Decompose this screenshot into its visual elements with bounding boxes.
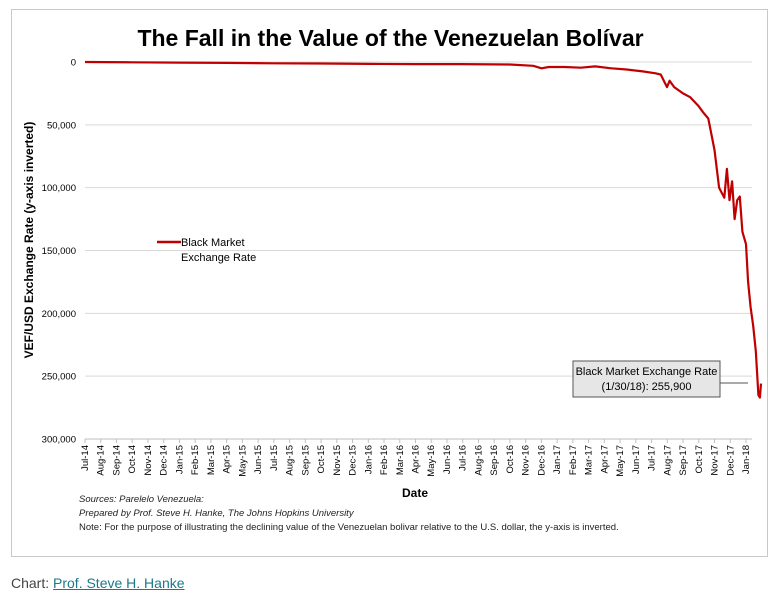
axes: [84, 438, 752, 443]
x-tick-label: Mar-15: [206, 445, 217, 475]
y-tick-label: 50,000: [47, 120, 76, 131]
y-tick-label: 250,000: [42, 372, 76, 383]
y-tick-label: 150,000: [42, 246, 76, 257]
x-tick-label: Jan-16: [363, 445, 374, 474]
x-tick-label: Jan-15: [174, 445, 185, 474]
prepared-by-line: Prepared by Prof. Steve H. Hanke, The Jo…: [79, 508, 354, 519]
x-tick-label: Jul-17: [647, 445, 658, 471]
x-tick-label: Jun-16: [442, 445, 453, 474]
x-tick-label: Dec-17: [725, 445, 736, 476]
legend-label-line1: Black Market: [181, 237, 245, 249]
x-tick-label: Jun-15: [253, 445, 264, 474]
x-tick-label: Sep-14: [111, 445, 122, 476]
x-tick-label: May-15: [237, 445, 248, 477]
x-tick-label: Apr-17: [599, 445, 610, 474]
x-tick-label: Feb-15: [190, 445, 201, 475]
x-tick-label: Jan-18: [741, 445, 752, 474]
x-tick-label: Oct-17: [694, 445, 705, 474]
x-tick-label: Dec-15: [348, 445, 359, 476]
x-tick-label: Aug-14: [96, 445, 107, 476]
x-tick-label: May-17: [615, 445, 626, 477]
annotation-line1: Black Market Exchange Rate: [576, 366, 718, 378]
x-tick-label: Oct-14: [127, 445, 138, 474]
x-tick-label: Nov-16: [521, 445, 532, 476]
note-line: Note: For the purpose of illustrating th…: [79, 522, 619, 533]
chart-frame: [11, 9, 768, 557]
x-tick-label: Jul-14: [80, 445, 91, 471]
chart-title: The Fall in the Value of the Venezuelan …: [137, 25, 644, 51]
x-axis-label: Date: [401, 486, 428, 500]
x-tick-label: Nov-14: [143, 445, 154, 476]
x-tick-label: Jan-17: [552, 445, 563, 474]
y-tick-label: 0: [71, 58, 76, 69]
x-tick-label: Oct-15: [316, 445, 327, 474]
y-tick-labels: 0 50,000 100,000 150,000 200,000 250,000 300,0…: [42, 58, 76, 446]
x-tick-label: Mar-17: [584, 445, 595, 475]
credit-link[interactable]: Prof. Steve H. Hanke: [53, 575, 185, 591]
sources-line: Sources: Parelelo Venezuela:: [79, 494, 204, 505]
chart-notes: Sources: Parelelo Venezuela: Prepared by…: [79, 493, 619, 535]
x-tick-label: Mar-16: [395, 445, 406, 475]
x-tick-label: Feb-17: [568, 445, 579, 475]
x-tick-label: May-16: [426, 445, 437, 477]
series-group: [84, 60, 763, 399]
x-tick-label: Jun-17: [631, 445, 642, 474]
x-tick-label: Apr-15: [222, 445, 233, 474]
x-tick-label: Dec-16: [536, 445, 547, 476]
annotation-line2: (1/30/18): 255,900: [602, 381, 692, 393]
x-tick-label: Aug-16: [473, 445, 484, 476]
x-tick-label: Apr-16: [411, 445, 422, 474]
x-tick-label: Oct-16: [505, 445, 516, 474]
annotation-box: [572, 360, 721, 398]
chart-credit: Chart: Prof. Steve H. Hanke: [11, 575, 185, 591]
x-tick-label: Sep-15: [300, 445, 311, 476]
x-tick-label: Sep-17: [678, 445, 689, 476]
x-tick-label: Dec-14: [159, 445, 170, 476]
x-tick-label: Aug-15: [285, 445, 296, 476]
legend-label-line2: Exchange Rate: [181, 252, 256, 264]
y-tick-label: 300,000: [42, 435, 76, 446]
x-tick-labels: Jul-14 Aug-14 Sep-14 Oct-14 Nov-14 Dec-14 Jan-…: [80, 445, 752, 477]
x-tick-label: Nov-17: [710, 445, 721, 476]
x-tick-label: Nov-15: [332, 445, 343, 476]
x-tick-label: Jul-16: [458, 445, 469, 471]
y-tick-label: 200,000: [42, 309, 76, 320]
y-tick-label: 100,000: [42, 183, 76, 194]
x-tick-label: Aug-17: [662, 445, 673, 476]
x-tick-label: Sep-16: [489, 445, 500, 476]
series-line-black-market: [84, 60, 763, 399]
credit-prefix: Chart:: [11, 575, 54, 591]
x-tick-label: Jul-15: [269, 445, 280, 471]
x-tick-label: Feb-16: [379, 445, 390, 475]
annotation-callout: Black Market Exchange Rate (1/30/18): 25…: [572, 360, 748, 398]
legend: Black Market Exchange Rate: [157, 237, 256, 264]
